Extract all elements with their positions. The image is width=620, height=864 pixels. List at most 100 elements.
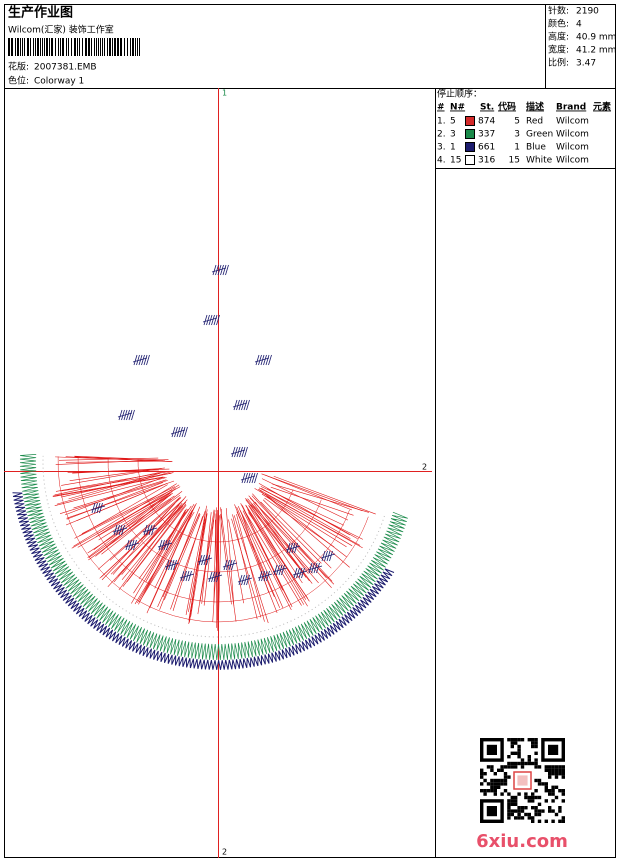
qr-module [500, 769, 503, 772]
bar [137, 38, 138, 56]
row-needle: 5 [450, 117, 456, 127]
row-index: 4. [437, 156, 446, 166]
bar [114, 38, 116, 56]
axis-label-right: 2 [422, 463, 427, 472]
color-swatch [466, 143, 475, 152]
qr-module [521, 738, 524, 741]
green-rind [20, 454, 408, 660]
qr-module [507, 803, 510, 806]
qr-module [562, 820, 565, 823]
qr-module [511, 803, 514, 806]
embroidery-design [13, 265, 408, 670]
qr-module [551, 765, 554, 768]
qr-module [514, 803, 517, 806]
bar [135, 38, 136, 56]
red-stitch [249, 505, 306, 599]
qr-module [545, 820, 548, 823]
qr-module [555, 786, 558, 789]
qr-module [517, 816, 520, 819]
qr-module [480, 772, 483, 775]
qr-module [531, 738, 534, 741]
qr-module [534, 809, 537, 812]
qr-module [531, 745, 534, 748]
column-header: 元素 [593, 101, 611, 113]
qr-finder [548, 745, 558, 755]
column-header: N# [450, 103, 465, 113]
qr-module [545, 782, 548, 785]
stat-value: 3.47 [576, 59, 596, 69]
qr-module [511, 752, 514, 755]
qr-module [545, 799, 548, 802]
qr-module [511, 796, 514, 799]
bar [102, 38, 103, 56]
bar [22, 38, 23, 56]
design-file: 2007381.EMB [34, 63, 97, 73]
qr-module [531, 741, 534, 744]
qr-module [551, 786, 554, 789]
qr-module [487, 782, 490, 785]
bar [88, 38, 90, 56]
qr-module [521, 806, 524, 809]
row-stitches: 316 [478, 156, 495, 166]
qr-finder [487, 806, 497, 816]
qr-module [480, 789, 483, 792]
qr-module [490, 782, 493, 785]
red-stitch [98, 498, 179, 570]
red-stitch [200, 510, 215, 602]
qr-module [534, 779, 537, 782]
qr-module [514, 762, 517, 765]
qr-module [531, 796, 534, 799]
bar [30, 38, 31, 56]
qr-module [555, 772, 558, 775]
bar [112, 38, 113, 56]
qr-module [483, 772, 486, 775]
qr-module [504, 779, 507, 782]
bar [98, 38, 99, 56]
qr-module [490, 779, 493, 782]
qr-module [562, 769, 565, 772]
qr-code [480, 738, 565, 823]
colorway: Colorway 1 [34, 77, 84, 87]
qr-module [507, 799, 510, 802]
watermark: 6xiu.com [476, 831, 568, 852]
qr-module [548, 789, 551, 792]
bar [127, 38, 128, 56]
bar [37, 38, 39, 56]
qr-module [538, 809, 541, 812]
red-stitch [241, 503, 292, 607]
design-label: 花版: [8, 61, 29, 73]
qr-module [528, 758, 531, 761]
red-stitch [66, 483, 167, 525]
qr-module [545, 769, 548, 772]
row-brand: Wilcom [556, 156, 589, 166]
bar [17, 38, 19, 56]
row-brand: Wilcom [556, 130, 589, 140]
qr-module [517, 745, 520, 748]
qr-module [500, 782, 503, 785]
qr-module [531, 816, 534, 819]
qr-module [507, 816, 510, 819]
qr-module [511, 799, 514, 802]
row-code: 5 [514, 117, 520, 127]
column-header: Brand [556, 103, 586, 113]
stat-label: 比例: [548, 57, 569, 69]
color-swatch [466, 156, 475, 165]
qr-module [521, 809, 524, 812]
qr-module [511, 738, 514, 741]
red-stitch [265, 475, 352, 510]
qr-module [558, 809, 561, 812]
row-description: Blue [526, 143, 546, 153]
row-description: Red [526, 117, 543, 127]
qr-module [514, 765, 517, 768]
qr-module [528, 755, 531, 758]
qr-module [531, 762, 534, 765]
color-swatch [466, 130, 475, 139]
bar [33, 38, 34, 56]
qr-module [562, 792, 565, 795]
qr-module [524, 762, 527, 765]
barcode [8, 38, 140, 56]
qr-module [545, 765, 548, 768]
